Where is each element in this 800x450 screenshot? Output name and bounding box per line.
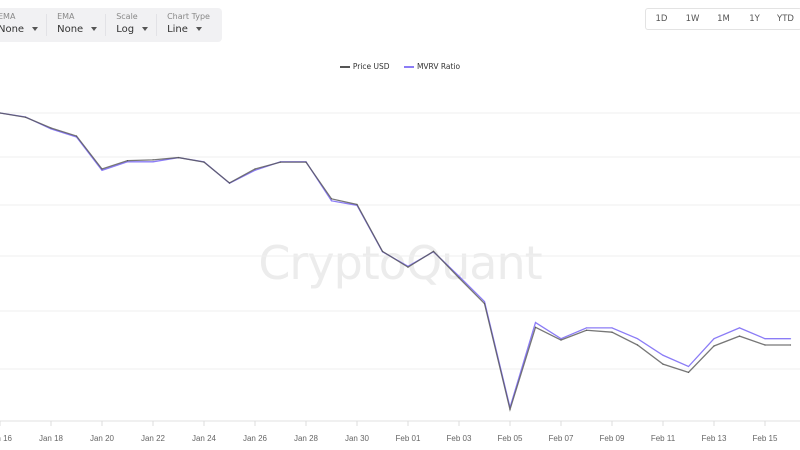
legend-item-mvrv[interactable]: MVRV Ratio (403, 62, 461, 71)
data-point-mvrv (560, 338, 562, 340)
data-point-price (126, 160, 129, 162)
data-point-price (254, 168, 256, 170)
x-tick-label: Feb 13 (702, 434, 727, 443)
data-point-price (509, 408, 511, 411)
data-point-mvrv (713, 338, 715, 340)
data-point-price (50, 127, 52, 129)
x-tick-label: Jan 20 (90, 434, 115, 443)
range-ytd-button[interactable]: YTD (777, 14, 794, 24)
control-label: Chart Type (167, 12, 210, 21)
divider (46, 14, 48, 36)
data-point-price (662, 363, 664, 365)
data-point-price (330, 198, 333, 200)
data-point-price (585, 329, 588, 331)
x-tick-label: Jan 24 (192, 434, 217, 443)
data-point-price (152, 159, 154, 161)
data-point-price (407, 266, 409, 268)
data-point-mvrv (254, 169, 256, 171)
x-tick-label: Feb 15 (753, 434, 778, 443)
data-point-mvrv (662, 354, 664, 356)
data-point-mvrv (738, 327, 741, 329)
data-point-price (0, 112, 1, 114)
range-1d-button[interactable]: 1D (655, 14, 668, 24)
control-ema-2[interactable]: EMA None (57, 8, 97, 42)
data-point-mvrv (330, 200, 333, 202)
control-label: Scale (116, 12, 138, 21)
x-tick-label: Feb 07 (549, 434, 574, 443)
data-point-price (203, 161, 205, 163)
x-tick-label: Jan 30 (345, 434, 370, 443)
data-point-price (687, 371, 690, 373)
data-point-mvrv (483, 300, 486, 303)
data-point-price (458, 277, 460, 279)
legend-label: MVRV Ratio (416, 62, 461, 71)
legend-label: Price USD (352, 62, 390, 71)
data-point-price (432, 250, 435, 252)
data-point-price (534, 326, 537, 328)
data-point-price (75, 135, 78, 137)
x-tick-label: Jan 16 (0, 434, 13, 443)
x-tick-label: Feb 03 (447, 434, 472, 443)
data-point-mvrv (687, 365, 690, 368)
x-tick-label: Feb 01 (396, 434, 421, 443)
data-point-price (713, 345, 715, 347)
range-1m-button[interactable]: 1M (717, 14, 730, 24)
range-1w-button[interactable]: 1W (685, 14, 700, 24)
x-tick-label: Jan 26 (243, 434, 268, 443)
data-point-price (560, 339, 562, 341)
data-point-price (483, 302, 486, 305)
control-label: EMA (57, 12, 75, 21)
divider (105, 14, 107, 36)
range-1y-button[interactable]: 1Y (749, 14, 760, 24)
data-point-price (611, 331, 613, 333)
data-point-price (177, 156, 180, 159)
data-point-price (305, 161, 307, 163)
data-point-price (764, 344, 766, 346)
data-point-mvrv (636, 338, 639, 340)
x-tick-label: Feb 09 (600, 434, 625, 443)
data-point-mvrv (764, 338, 766, 340)
range-selector: 1D 1W 1M 1Y YTD (645, 8, 800, 30)
chart-controls: EMA None EMA None Scale Log Chart Type Line (0, 8, 222, 42)
data-point-price (789, 344, 792, 346)
data-point-mvrv (126, 161, 129, 163)
data-point-mvrv (458, 275, 460, 277)
data-point-price (101, 168, 103, 170)
series-line-price (0, 112, 791, 412)
control-ema-1[interactable]: EMA None (0, 8, 38, 42)
data-point-mvrv (611, 327, 613, 329)
control-value[interactable]: Line (167, 24, 210, 35)
legend-item-price[interactable]: Price USD (339, 62, 390, 71)
control-value[interactable]: Log (116, 24, 148, 35)
data-point-mvrv (152, 161, 154, 163)
data-point-price (738, 335, 741, 337)
control-label: EMA (0, 12, 16, 21)
control-value[interactable]: None (0, 24, 38, 35)
data-point-mvrv (534, 321, 537, 324)
x-tick-label: Jan 28 (294, 434, 319, 443)
data-point-price (381, 250, 384, 252)
x-tick-label: Jan 18 (39, 434, 64, 443)
control-scale[interactable]: Scale Log (116, 8, 148, 42)
data-point-price (228, 182, 231, 184)
data-point-mvrv (789, 338, 792, 340)
x-tick-label: Feb 05 (498, 434, 523, 443)
data-point-price (636, 344, 639, 346)
divider (156, 14, 158, 36)
data-point-price (279, 161, 282, 163)
x-tick-label: Jan 22 (141, 434, 166, 443)
control-chart-type[interactable]: Chart Type Line (167, 8, 210, 42)
legend: Price USD MVRV Ratio (0, 62, 800, 71)
data-point-price (356, 203, 358, 206)
control-value[interactable]: None (57, 24, 97, 35)
x-tick-label: Feb 11 (651, 434, 676, 443)
data-point-mvrv (101, 169, 103, 171)
data-point-price (24, 116, 27, 118)
data-point-mvrv (585, 327, 588, 329)
